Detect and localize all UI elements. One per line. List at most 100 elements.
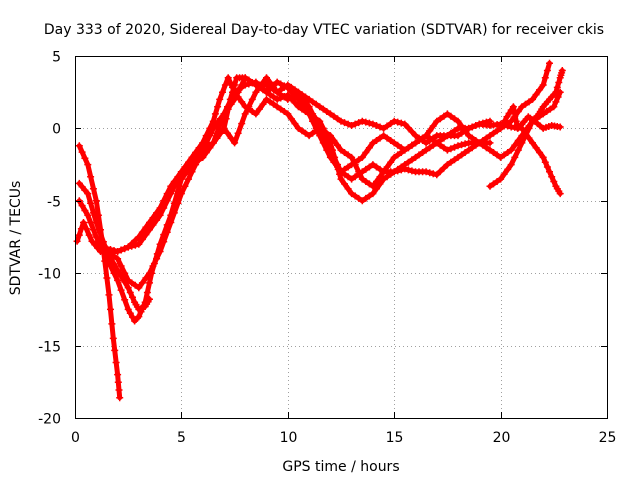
data-point-marker: [92, 197, 100, 205]
data-point-marker: [266, 85, 274, 93]
data-point-marker: [415, 137, 423, 144]
data-point-marker: [227, 100, 235, 108]
data-point-marker: [552, 88, 560, 96]
data-point-marker: [490, 129, 497, 137]
data-point-marker: [107, 305, 114, 313]
data-point-marker: [87, 199, 95, 207]
data-point-marker: [490, 180, 497, 188]
data-point-marker: [344, 185, 352, 193]
data-point-marker: [394, 118, 402, 126]
data-point-marker: [135, 284, 143, 292]
data-point-marker: [397, 119, 405, 127]
data-point-marker: [323, 146, 331, 154]
data-point-marker: [355, 119, 363, 127]
data-point-marker: [85, 231, 93, 239]
data-point-marker: [433, 171, 441, 179]
data-point-marker: [177, 190, 185, 198]
data-point-marker: [514, 146, 522, 154]
data-point-marker: [224, 74, 232, 82]
axis-ticks: 0 5 10 15 20 25 -20 -15 -10 -5 0 5: [38, 50, 616, 447]
series-track-2: [73, 74, 494, 255]
data-point-marker: [231, 81, 239, 89]
data-point-marker: [105, 291, 113, 299]
data-point-marker: [206, 132, 214, 140]
data-point-marker: [362, 165, 370, 173]
data-point-marker: [96, 242, 104, 250]
data-point-marker: [517, 122, 524, 129]
data-point-marker: [220, 124, 228, 132]
data-point-marker: [351, 120, 359, 128]
data-point-marker: [341, 119, 348, 127]
data-point-marker: [146, 269, 153, 277]
x-tick-label: 0: [71, 430, 80, 446]
data-point-marker: [149, 214, 157, 222]
data-point-marker: [454, 153, 462, 161]
data-point-marker: [143, 289, 151, 296]
data-point-marker: [263, 95, 270, 103]
data-point-marker: [532, 91, 540, 99]
data-point-marker: [231, 95, 239, 103]
data-point-marker: [454, 132, 462, 140]
x-tick-label: 15: [386, 430, 404, 446]
data-point-marker: [394, 141, 402, 149]
data-point-marker: [111, 346, 119, 354]
data-point-marker: [408, 141, 416, 149]
x-axis-title: GPS time / hours: [282, 459, 399, 475]
data-point-marker: [461, 127, 469, 135]
data-point-marker: [500, 170, 508, 178]
data-point-marker: [305, 110, 313, 118]
data-point-marker: [174, 199, 182, 207]
data-point-marker: [511, 141, 519, 149]
data-point-marker: [81, 207, 89, 214]
data-point-marker: [358, 153, 366, 161]
data-point-marker: [174, 173, 182, 181]
data-point-marker: [224, 129, 231, 137]
data-point-marker: [252, 88, 260, 96]
data-point-marker: [536, 86, 544, 94]
data-point-marker: [294, 88, 302, 96]
data-point-marker: [369, 120, 377, 128]
data-point-marker: [82, 225, 90, 233]
series-track-8: [486, 67, 566, 190]
data-point-marker: [181, 165, 189, 173]
data-point-marker: [539, 153, 547, 161]
data-point-marker: [401, 146, 409, 154]
data-point-marker: [149, 262, 157, 270]
data-point-marker: [209, 124, 217, 132]
data-point-marker: [216, 95, 224, 103]
y-tick-label: -15: [38, 340, 61, 356]
data-point-marker: [553, 83, 561, 91]
data-point-marker: [543, 108, 551, 115]
data-point-marker: [263, 74, 270, 82]
data-point-marker: [355, 194, 363, 202]
data-point-marker: [75, 197, 83, 205]
data-point-marker: [550, 178, 558, 185]
y-tick-label: 0: [52, 122, 61, 138]
data-point-marker: [107, 246, 114, 253]
series-track-6: [92, 59, 553, 255]
data-point-marker: [153, 255, 161, 263]
data-point-marker: [103, 274, 111, 282]
data-point-marker: [78, 202, 86, 210]
data-point-marker: [291, 120, 299, 128]
data-point-marker: [326, 132, 334, 140]
data-point-marker: [138, 235, 146, 243]
data-point-marker: [404, 166, 412, 174]
data-point-marker: [507, 146, 515, 154]
data-point-marker: [390, 168, 398, 176]
series-line: [76, 143, 123, 401]
data-point-marker: [376, 134, 384, 142]
data-point-marker: [546, 59, 553, 67]
data-point-marker: [137, 308, 145, 316]
x-tick-label: 25: [599, 430, 617, 446]
data-point-marker: [454, 117, 462, 125]
data-point-marker: [312, 124, 320, 132]
data-point-marker: [390, 117, 398, 125]
data-point-marker: [273, 95, 281, 103]
x-tick-label: 20: [493, 430, 511, 446]
data-point-marker: [252, 110, 260, 118]
plot-frame: [75, 56, 608, 419]
series-line: [93, 60, 552, 254]
data-point-marker: [109, 334, 117, 342]
